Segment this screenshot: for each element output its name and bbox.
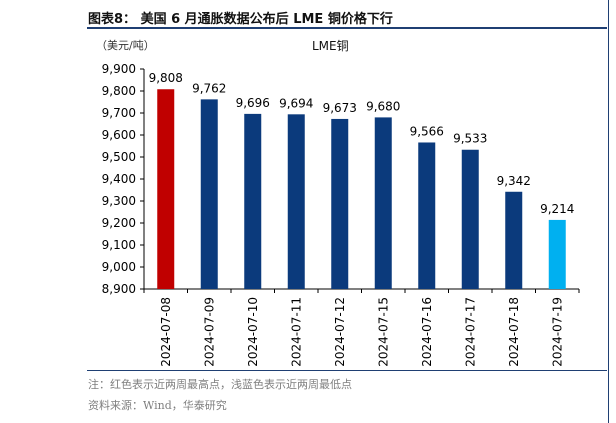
data-label: 9,762 xyxy=(192,81,226,95)
y-tick-label: 9,000 xyxy=(102,260,136,274)
top-rule xyxy=(87,27,607,29)
data-label: 9,673 xyxy=(323,101,357,115)
y-tick-label: 9,700 xyxy=(102,106,136,120)
x-tick-label: 2024-07-17 xyxy=(463,297,477,367)
x-tick-label: 2024-07-19 xyxy=(550,297,564,367)
x-tick-label: 2024-07-18 xyxy=(507,297,521,367)
data-label: 9,533 xyxy=(453,132,487,146)
bar xyxy=(418,142,436,289)
data-label: 9,566 xyxy=(410,124,444,138)
bar xyxy=(244,113,262,289)
side-rule xyxy=(608,0,609,423)
data-label: 9,808 xyxy=(149,71,183,85)
y-tick-label: 9,500 xyxy=(102,150,136,164)
data-label: 9,694 xyxy=(279,96,313,110)
bar xyxy=(461,149,479,289)
chart-source: 资料来源：Wind，华泰研究 xyxy=(88,399,227,412)
data-label: 9,342 xyxy=(497,174,531,188)
bar xyxy=(548,219,566,289)
bar xyxy=(331,118,349,289)
x-tick-label: 2024-07-16 xyxy=(420,297,434,367)
y-tick-label: 9,400 xyxy=(102,172,136,186)
chart-note: 注：红色表示近两周最高点，浅蓝色表示近两周最低点 xyxy=(88,378,352,391)
y-tick-label: 9,200 xyxy=(102,216,136,230)
y-tick-label: 9,300 xyxy=(102,194,136,208)
bar xyxy=(287,114,305,289)
series-legend-label: LME铜 xyxy=(312,39,349,53)
y-tick-label: 9,800 xyxy=(102,84,136,98)
bottom-rule xyxy=(87,370,607,371)
data-label: 9,680 xyxy=(366,99,400,113)
bar xyxy=(157,89,175,290)
x-tick-label: 2024-07-12 xyxy=(333,297,347,367)
y-tick-label: 9,100 xyxy=(102,238,136,252)
bar xyxy=(374,117,392,290)
x-tick-label: 2024-07-15 xyxy=(376,297,390,367)
bar xyxy=(200,99,218,289)
y-axis-unit-label: （美元/吨） xyxy=(96,39,155,52)
y-tick-label: 9,900 xyxy=(102,62,136,76)
y-tick-label: 8,900 xyxy=(102,282,136,296)
x-tick-label: 2024-07-08 xyxy=(159,297,173,367)
bar xyxy=(505,191,523,289)
figure-title: 图表8： 美国 6 月通胀数据公布后 LME 铜价格下行 xyxy=(88,12,393,27)
x-tick-label: 2024-07-09 xyxy=(202,297,216,367)
data-label: 9,214 xyxy=(540,202,574,216)
data-label: 9,696 xyxy=(236,96,270,110)
x-tick-label: 2024-07-11 xyxy=(289,297,303,367)
y-tick-label: 9,600 xyxy=(102,128,136,142)
x-tick-label: 2024-07-10 xyxy=(246,297,260,367)
